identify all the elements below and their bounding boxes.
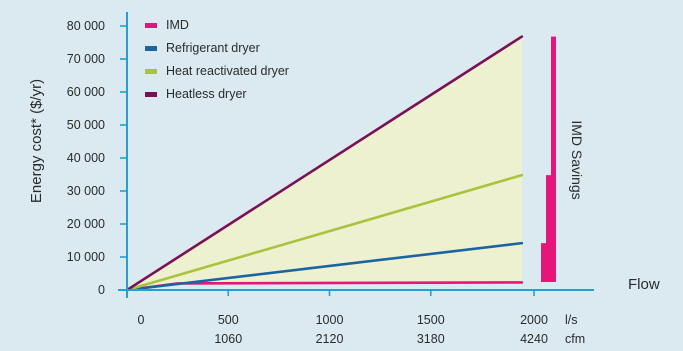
legend-swatch: [145, 46, 157, 51]
legend-swatch: [145, 92, 157, 97]
y-tick-label: 20 000: [67, 217, 105, 231]
y-tick-label: 50 000: [67, 118, 105, 132]
legend-label: Refrigerant dryer: [166, 41, 260, 55]
savings-bar: [551, 36, 556, 283]
x-axis-title: Flow: [628, 276, 660, 293]
legend-label: Heatless dryer: [166, 87, 247, 101]
legend: IMD Refrigerant dryer Heat reactivated dry…: [145, 18, 289, 101]
x-tick-label-secondary: 4240: [520, 332, 548, 346]
y-tick-label: 0: [98, 283, 105, 297]
x-tick-label-primary: 2000: [520, 313, 548, 327]
axes: 0 10 000 20 000 30 000 40 000 50 000 60 000 70 …: [67, 12, 594, 346]
x-tick-label-primary: 500: [218, 313, 239, 327]
y-tick-label: 10 000: [67, 250, 105, 264]
imd-savings-bars: [541, 36, 556, 283]
legend-swatch: [145, 23, 157, 28]
x-tick-label-primary: 1000: [316, 313, 344, 327]
x-tick-label-secondary: 3180: [417, 332, 445, 346]
series-line-heatless-dryer: [125, 35, 524, 292]
x-tick-label-primary: 1500: [417, 313, 445, 327]
legend-label: IMD: [166, 18, 189, 32]
x-tick-label-secondary: 2120: [316, 332, 344, 346]
imd-savings-label: IMD Savings: [569, 120, 585, 199]
series-line-refrigerant-dryer: [125, 241, 524, 292]
legend-label: Heat reactivated dryer: [166, 64, 289, 78]
savings-bar: [541, 243, 546, 282]
series-lines: [125, 35, 524, 292]
y-tick-label: 40 000: [67, 151, 105, 165]
x-tick-label-secondary: 1060: [214, 332, 242, 346]
y-tick-label: 70 000: [67, 52, 105, 66]
y-tick-label: 30 000: [67, 184, 105, 198]
y-tick-label: 60 000: [67, 85, 105, 99]
x-unit-primary: l/s: [565, 313, 578, 327]
savings-bar: [546, 175, 551, 282]
y-tick-label: 80 000: [67, 19, 105, 33]
legend-swatch: [145, 69, 157, 74]
y-axis-title: Energy cost* ($/yr): [28, 79, 45, 203]
labels: Energy cost* ($/yr) Flow l/s cfm IMD Sav…: [28, 79, 660, 346]
x-tick-label-primary: 0: [138, 313, 145, 327]
series-line-heat-reactivated-dryer: [125, 173, 524, 292]
x-unit-secondary: cfm: [565, 332, 585, 346]
